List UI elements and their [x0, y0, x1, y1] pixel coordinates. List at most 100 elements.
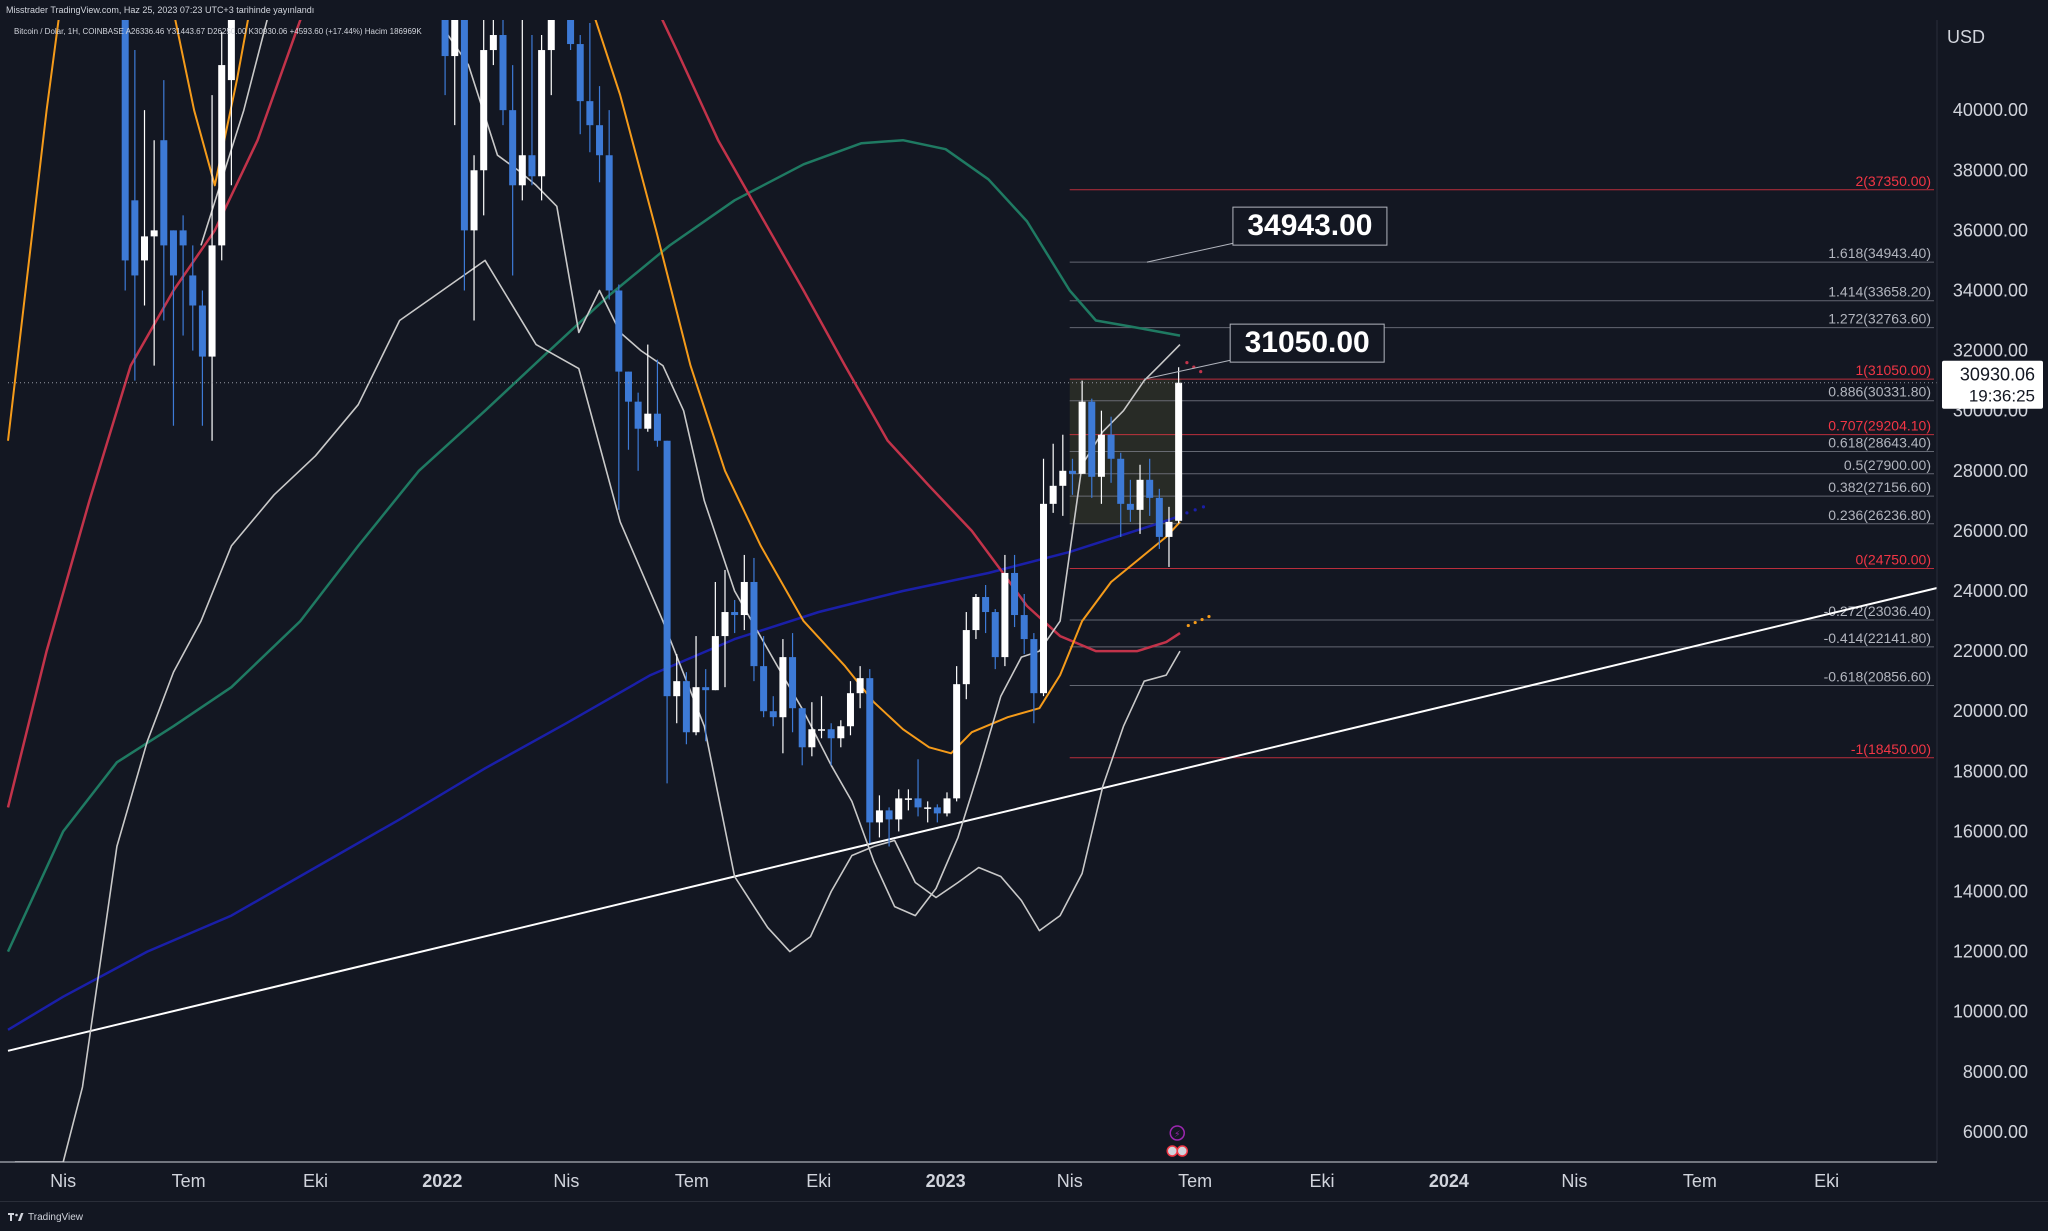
publish-info: Misstrader TradingView.com, Haz 25, 2023… — [6, 5, 315, 15]
candle-body — [721, 612, 729, 637]
candle-body — [567, 20, 575, 45]
candle-body — [451, 20, 459, 57]
price-annotation-box — [1232, 206, 1388, 246]
candle — [1020, 594, 1028, 655]
time-axis-background — [0, 1162, 2048, 1201]
candle-body — [528, 155, 536, 177]
candle-body — [1107, 434, 1115, 459]
fib-level-label: 0.236(26236.80) — [1828, 507, 1931, 523]
candle — [1107, 416, 1115, 483]
bollinger-lower-line — [14, 259, 1181, 1163]
candle-body — [692, 687, 700, 733]
ma-green-line — [6, 138, 1181, 953]
y-tick-label: 20000.00 — [1953, 701, 2028, 721]
candle-body — [480, 50, 488, 171]
candle-body — [895, 798, 903, 820]
plot-area: 2(37350.00) 1.618(34943.40) 1.414(33658.20… — [6, 20, 1938, 1163]
candle — [943, 792, 951, 817]
y-tick-label: 8000.00 — [1963, 1062, 2028, 1082]
candle-body — [827, 729, 835, 739]
candle-body — [1146, 479, 1154, 498]
candle-body — [198, 305, 206, 357]
y-tick-label: 34000.00 — [1953, 280, 2028, 300]
candle-body — [953, 684, 961, 799]
y-tick-label: 38000.00 — [1953, 160, 2028, 180]
candle-body — [1126, 503, 1134, 510]
candle-body — [576, 44, 584, 102]
candle-body — [653, 413, 661, 441]
candle — [576, 35, 584, 135]
ma-blue-projection-dot — [1201, 505, 1206, 509]
candle — [1068, 458, 1076, 495]
ma-orange-projection-dot — [1186, 623, 1190, 628]
candle-body — [1040, 503, 1048, 694]
candle — [1126, 479, 1134, 522]
candle — [653, 359, 661, 447]
candle — [605, 110, 613, 300]
candle — [982, 584, 990, 634]
publish-bar: Misstrader TradingView.com, Haz 25, 2023… — [0, 0, 2048, 20]
candle — [509, 65, 517, 276]
candle — [827, 723, 835, 766]
candle — [480, 20, 488, 216]
x-tick-label: Tem — [172, 1171, 206, 1191]
y-tick-label: 12000.00 — [1953, 942, 2028, 962]
candle-body — [914, 798, 922, 808]
candle — [489, 20, 497, 66]
candle — [567, 20, 575, 51]
candle-body — [769, 711, 777, 718]
candle — [547, 20, 555, 96]
y-tick-label: 10000.00 — [1953, 1002, 2028, 1022]
candle-body — [875, 810, 883, 823]
candle — [218, 32, 226, 261]
candle — [644, 344, 652, 432]
x-tick-label: Nis — [1561, 1171, 1587, 1191]
candle — [227, 20, 235, 186]
candle-body — [586, 101, 594, 126]
fib-level-label: 1.414(33658.20) — [1828, 284, 1931, 300]
y-tick-label: 14000.00 — [1953, 882, 2028, 902]
candle-body — [1117, 458, 1125, 504]
fib-level-label: 0.886(30331.80) — [1828, 384, 1931, 400]
ma-red-projection-dot — [1199, 370, 1203, 374]
ma-red-projection-dot — [1185, 361, 1189, 365]
x-tick-label: Nis — [553, 1171, 579, 1191]
candle — [518, 20, 526, 201]
candle-body — [663, 440, 671, 697]
candle-body — [1175, 382, 1183, 521]
annotation-leader — [1144, 357, 1241, 380]
candle-body — [547, 20, 555, 51]
candle — [740, 554, 748, 631]
x-tick-label: Tem — [1178, 1171, 1212, 1191]
candle — [1088, 398, 1096, 498]
candle-body — [740, 581, 748, 616]
candle-body — [538, 50, 546, 177]
candle — [818, 696, 826, 739]
candle — [460, 20, 468, 291]
fib-level-label: 0.382(27156.60) — [1828, 479, 1931, 495]
candle — [702, 669, 710, 742]
y-tick-label: 28000.00 — [1953, 461, 2028, 481]
fib-level-label: 1(31050.00) — [1855, 362, 1931, 378]
candle-body — [1136, 479, 1144, 510]
candle — [837, 720, 845, 748]
x-tick-label: Eki — [1310, 1171, 1335, 1191]
trendline — [7, 587, 1938, 1052]
candle-body — [644, 413, 652, 429]
candle — [586, 23, 594, 153]
candle-body — [702, 687, 710, 691]
y-tick-label: 40000.00 — [1953, 100, 2028, 120]
candle-body — [1059, 470, 1067, 486]
price-chart[interactable]: 2(37350.00) 1.618(34943.40) 1.414(33658.20… — [0, 20, 2048, 1201]
candle-body — [227, 20, 235, 81]
y-tick-label: 26000.00 — [1953, 521, 2028, 541]
x-tick-label: Nis — [1057, 1171, 1083, 1191]
candle-body — [798, 708, 806, 748]
candle-body — [943, 798, 951, 814]
candle — [895, 789, 903, 832]
candle-body — [160, 140, 168, 246]
candle — [866, 669, 874, 844]
candle-body — [169, 230, 177, 276]
x-tick-label: 2022 — [422, 1171, 462, 1191]
tradingview-logo-icon — [8, 1213, 24, 1221]
